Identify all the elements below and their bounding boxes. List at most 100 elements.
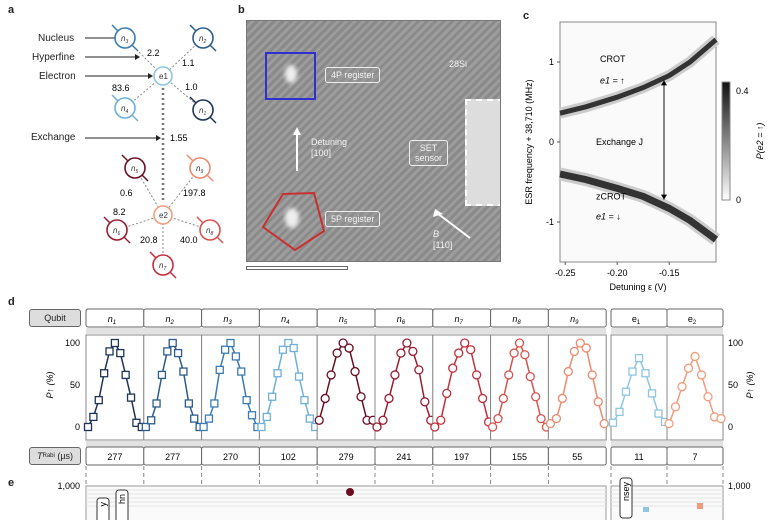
nucleus-label: n2: [199, 34, 206, 45]
panel-e-label: e: [8, 477, 15, 489]
y-axis-label-right: P↑ (%): [745, 371, 755, 398]
data-point: [89, 412, 98, 422]
data-point: [247, 411, 257, 420]
data-point: [621, 387, 631, 396]
legend-nucleus: Nucleus: [38, 33, 75, 44]
nucleus-label: n5: [131, 164, 138, 175]
data-point: [608, 418, 618, 427]
qubit-name: n4: [281, 314, 290, 326]
label-detuning: Detuning [100]: [311, 137, 347, 159]
data-point: [278, 345, 288, 354]
gray-band: [667, 328, 723, 334]
nucleus-n7: [152, 254, 174, 276]
subscript: 5: [344, 320, 348, 326]
y-tick-label: 1: [549, 57, 554, 67]
nucleus-label: n9: [196, 164, 203, 175]
data-point: [384, 393, 394, 404]
data-point: [498, 393, 509, 404]
stm-image: 4P register 5P register SET sensor Detuni…: [246, 20, 501, 262]
data-point: [141, 422, 150, 432]
rabi-curve-n6: [376, 341, 432, 428]
subscript: 2: [202, 39, 206, 45]
x-axis-label: Detuning ε (V): [609, 282, 666, 292]
colorbar-tick: 0: [736, 195, 741, 205]
arrowhead-icon: [661, 80, 667, 86]
tag-box: [115, 489, 129, 520]
gray-band: [611, 441, 667, 447]
y-tick-label-right: 0: [728, 422, 733, 432]
data-point: [320, 393, 330, 404]
data-point: [83, 422, 93, 432]
electron-label: e1: [159, 72, 168, 81]
data-point: [408, 346, 418, 357]
gray-band: [143, 328, 202, 334]
data-point: [628, 367, 637, 376]
data-point: [344, 343, 354, 353]
data-point: [132, 418, 141, 427]
data-point: [220, 345, 230, 354]
subscript: 9: [575, 320, 579, 326]
qubit-name: n7: [455, 314, 464, 326]
5p-register-pentagon: [261, 127, 471, 252]
branch-curve: [559, 170, 719, 243]
tag-label: nsey: [621, 482, 631, 502]
data-point: [242, 395, 251, 405]
data-point: [268, 392, 277, 401]
data-point: [215, 365, 224, 375]
hyperfine-value-n5: 0.6: [120, 188, 133, 198]
label-4p-register: 4P register: [325, 67, 381, 83]
data-point: [696, 370, 707, 380]
nucleus-n5: [124, 157, 146, 179]
data-point: [338, 338, 348, 348]
label-set-sensor: SET sensor: [409, 140, 449, 166]
data-point: [563, 366, 573, 377]
subscript: 1: [113, 320, 116, 326]
arrowhead-icon: [148, 73, 153, 79]
data-point: [442, 388, 452, 399]
trabi-value: 7: [692, 452, 697, 462]
subscript: 1: [637, 320, 641, 326]
qubit-name: e2: [688, 314, 697, 326]
gray-band: [86, 328, 144, 334]
gray-band: [375, 328, 433, 334]
data-point: [168, 338, 177, 348]
data-point: [190, 414, 199, 423]
data-point: [116, 348, 125, 358]
trabi-value: 277: [107, 452, 122, 462]
nucleus-label: n7: [159, 261, 166, 272]
data-point: [615, 407, 624, 417]
trabi-value: 155: [512, 452, 527, 462]
tag-box: [619, 477, 633, 519]
nucleus-n1: [192, 99, 214, 121]
gray-band: [432, 441, 491, 447]
label-isotope: 28Si: [449, 59, 468, 69]
colorbar-tick: 0.4: [736, 86, 749, 96]
data-point: [460, 338, 470, 348]
electron-e1: [153, 66, 173, 86]
data-point: [110, 338, 120, 348]
hyperfine-value-n9: 197.8: [183, 188, 206, 198]
field-dir: [110]: [433, 240, 453, 250]
arrowhead-icon: [661, 194, 667, 200]
y-tick-label-left: 100: [65, 338, 80, 348]
qubit-name: n8: [512, 314, 521, 326]
set-line1: SET: [419, 143, 438, 153]
data-point: [396, 348, 406, 358]
data-point: [587, 370, 597, 380]
gray-band: [548, 441, 607, 447]
plot-panel-n8: [490, 334, 549, 441]
field-text: B: [433, 229, 440, 239]
trabi-cell-n9: [547, 446, 607, 466]
data-point: [448, 363, 458, 373]
electron-e2: [153, 205, 173, 225]
legend-hyperfine: Hyperfine: [32, 52, 75, 63]
data-point: [551, 413, 562, 424]
subscript: 5: [135, 169, 138, 175]
gray-band: [86, 441, 144, 447]
data-point: [634, 353, 644, 363]
hyperfine-value-n1: 1.0: [185, 82, 198, 92]
x-tick-label: -0.15: [659, 268, 680, 278]
hyperfine-value-n3: 2.2: [147, 48, 160, 58]
colorbar-label: P(e2 = ↑): [755, 123, 765, 160]
